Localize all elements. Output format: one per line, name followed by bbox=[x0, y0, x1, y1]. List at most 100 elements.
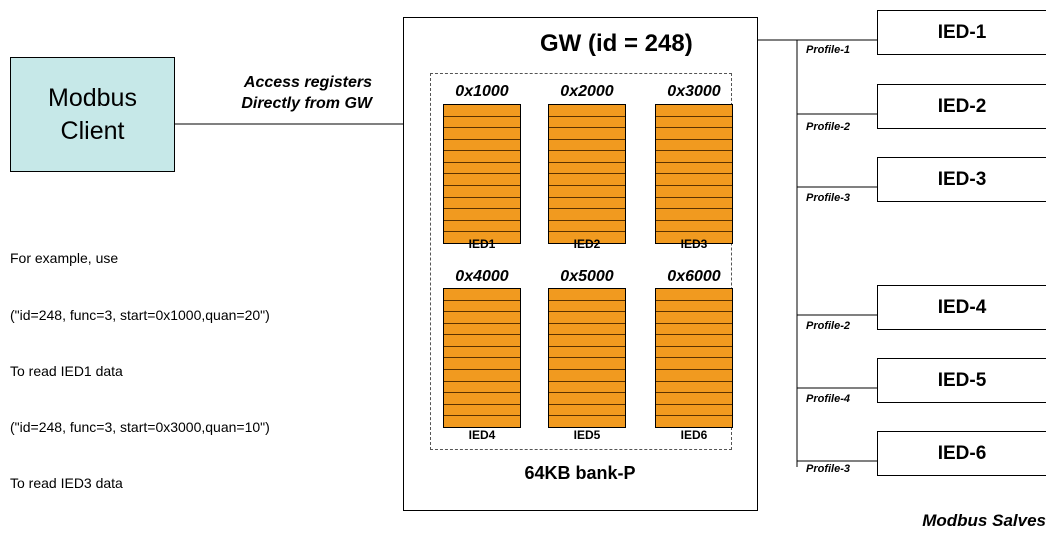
register-row bbox=[444, 163, 520, 175]
register-row bbox=[549, 324, 625, 336]
register-row bbox=[656, 140, 732, 152]
register-row bbox=[656, 382, 732, 394]
register-row bbox=[656, 301, 732, 313]
register-row bbox=[549, 289, 625, 301]
access-label-line2: Directly from GW bbox=[241, 95, 372, 112]
register-row bbox=[444, 370, 520, 382]
slave-ied-box: IED-4 bbox=[877, 285, 1046, 330]
register-row bbox=[656, 117, 732, 129]
register-row bbox=[444, 358, 520, 371]
register-row bbox=[549, 416, 625, 427]
register-row bbox=[444, 117, 520, 129]
profile-label: Profile-3 bbox=[806, 463, 851, 475]
register-bank-frame bbox=[430, 73, 732, 450]
register-row bbox=[444, 221, 520, 233]
register-row bbox=[444, 347, 520, 359]
register-row bbox=[549, 221, 625, 233]
register-address-label: 0x1000 bbox=[455, 83, 509, 100]
register-row bbox=[444, 416, 520, 427]
register-row bbox=[444, 405, 520, 417]
register-address-label: 0x2000 bbox=[560, 83, 614, 100]
register-row bbox=[444, 289, 520, 301]
register-row bbox=[656, 416, 732, 427]
gateway-box bbox=[403, 17, 758, 511]
register-row bbox=[444, 186, 520, 198]
register-row bbox=[444, 174, 520, 187]
register-address-label: 0x5000 bbox=[560, 268, 614, 285]
access-registers-label: Access registers Directly from GW bbox=[190, 72, 372, 114]
slave-ied-box: IED-5 bbox=[877, 358, 1046, 403]
register-row bbox=[444, 335, 520, 347]
register-row bbox=[549, 405, 625, 417]
register-row bbox=[549, 358, 625, 371]
register-ied-label: IED1 bbox=[468, 237, 496, 251]
register-block bbox=[548, 104, 626, 244]
register-row bbox=[549, 312, 625, 324]
register-row bbox=[656, 105, 732, 117]
register-row bbox=[444, 140, 520, 152]
register-row bbox=[656, 151, 732, 163]
register-row bbox=[549, 117, 625, 129]
register-row bbox=[656, 393, 732, 405]
register-ied-label: IED2 bbox=[573, 237, 601, 251]
register-row bbox=[656, 174, 732, 187]
example-line: ("id=248, func=3, start=0x3000,quan=10") bbox=[10, 418, 270, 435]
register-row bbox=[656, 221, 732, 233]
register-row bbox=[549, 393, 625, 405]
register-row bbox=[656, 347, 732, 359]
register-ied-label: IED4 bbox=[468, 428, 496, 442]
client-label-line2: Client bbox=[60, 116, 125, 145]
register-block bbox=[443, 288, 521, 428]
register-block bbox=[548, 288, 626, 428]
example-line: ("id=248, func=3, start=0x1000,quan=20") bbox=[10, 306, 270, 323]
register-row bbox=[656, 405, 732, 417]
register-address-label: 0x3000 bbox=[667, 83, 721, 100]
register-row bbox=[549, 209, 625, 221]
slave-branches bbox=[797, 39, 877, 462]
slave-ied-box: IED-1 bbox=[877, 10, 1046, 55]
slave-ied-box: IED-6 bbox=[877, 431, 1046, 476]
register-row bbox=[444, 324, 520, 336]
register-address-label: 0x6000 bbox=[667, 268, 721, 285]
example-line: To read IED3 data bbox=[10, 474, 123, 491]
register-row bbox=[656, 370, 732, 382]
modbus-slaves-label: Modbus Salves bbox=[922, 511, 1046, 530]
register-row bbox=[656, 312, 732, 324]
register-ied-label: IED3 bbox=[680, 237, 708, 251]
register-row bbox=[549, 140, 625, 152]
register-row bbox=[444, 128, 520, 140]
register-row bbox=[656, 324, 732, 336]
register-row bbox=[656, 289, 732, 301]
register-block bbox=[655, 288, 733, 428]
example-line: For example, use bbox=[10, 250, 119, 267]
register-row bbox=[549, 174, 625, 187]
profile-label: Profile-4 bbox=[806, 393, 851, 405]
profile-label: Profile-2 bbox=[806, 121, 851, 133]
register-row bbox=[444, 151, 520, 163]
register-row bbox=[656, 335, 732, 347]
register-row bbox=[549, 105, 625, 117]
register-row bbox=[444, 382, 520, 394]
register-row bbox=[656, 358, 732, 371]
register-row bbox=[656, 128, 732, 140]
register-block bbox=[443, 104, 521, 244]
register-row bbox=[549, 301, 625, 313]
register-row bbox=[549, 347, 625, 359]
client-label-line1: Modbus bbox=[48, 83, 137, 112]
slave-ied-box: IED-2 bbox=[877, 84, 1046, 129]
register-row bbox=[549, 151, 625, 163]
register-row bbox=[549, 186, 625, 198]
bank-label: 64KB bank-P bbox=[524, 463, 636, 483]
register-row bbox=[656, 186, 732, 198]
register-ied-label: IED6 bbox=[680, 428, 708, 442]
register-row bbox=[444, 105, 520, 117]
register-row bbox=[444, 198, 520, 210]
register-address-label: 0x4000 bbox=[455, 268, 509, 285]
access-label-line1: Access registers bbox=[243, 74, 372, 91]
register-row bbox=[656, 209, 732, 221]
register-row bbox=[549, 128, 625, 140]
profile-label: Profile-1 bbox=[806, 44, 851, 56]
register-row bbox=[444, 209, 520, 221]
register-row bbox=[549, 382, 625, 394]
